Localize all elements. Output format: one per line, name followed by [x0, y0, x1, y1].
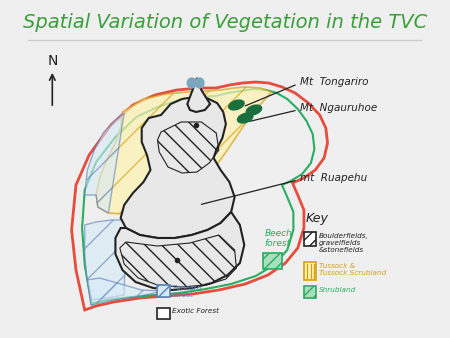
- Polygon shape: [87, 278, 164, 305]
- Text: Boulderfields,
gravelfields
&stonefields: Boulderfields, gravelfields &stonefields: [319, 233, 369, 253]
- Bar: [263, 253, 282, 269]
- Text: Mt  Tongariro: Mt Tongariro: [300, 77, 368, 87]
- Polygon shape: [85, 220, 126, 300]
- Bar: [158, 308, 170, 319]
- Ellipse shape: [246, 105, 261, 115]
- Bar: [304, 286, 316, 298]
- Circle shape: [187, 78, 196, 88]
- Text: N: N: [48, 54, 58, 68]
- Text: Podcarp
forest: Podcarp forest: [172, 285, 202, 298]
- Polygon shape: [85, 113, 124, 213]
- Text: Exotic Forest: Exotic Forest: [172, 308, 220, 314]
- Polygon shape: [121, 97, 234, 238]
- Text: Spatial Variation of Vegetation in the TVC: Spatial Variation of Vegetation in the T…: [23, 13, 427, 31]
- Bar: [304, 262, 316, 280]
- Bar: [158, 285, 170, 297]
- Text: Key: Key: [306, 212, 328, 225]
- Text: mt  Ruapehu: mt Ruapehu: [300, 173, 367, 183]
- Circle shape: [195, 78, 204, 88]
- Polygon shape: [115, 212, 244, 290]
- Text: Shrubland: Shrubland: [319, 287, 356, 293]
- Text: Beech
forest: Beech forest: [265, 228, 292, 248]
- Polygon shape: [187, 78, 210, 112]
- Ellipse shape: [238, 113, 253, 123]
- Text: Tussock &
Tussock Scrubland: Tussock & Tussock Scrubland: [319, 263, 386, 276]
- Ellipse shape: [229, 100, 244, 110]
- Text: Mt  Ngauruhoe: Mt Ngauruhoe: [300, 103, 377, 113]
- Bar: [304, 232, 316, 246]
- Polygon shape: [96, 87, 271, 214]
